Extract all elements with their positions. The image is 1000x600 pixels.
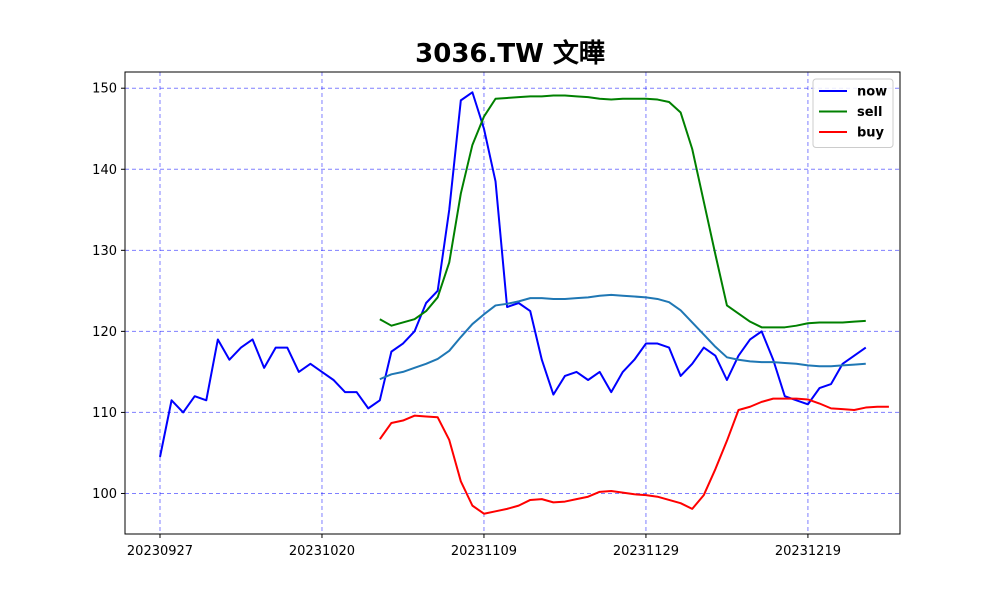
legend-label-sell: sell — [857, 105, 882, 120]
x-tick-label: 20230927 — [127, 544, 193, 559]
x-tick-label: 20231020 — [289, 544, 355, 559]
series-line-now — [159, 91, 867, 458]
legend-label-buy: buy — [857, 126, 885, 141]
y-tick-label: 140 — [92, 163, 117, 178]
x-tick-label: 20231109 — [451, 544, 517, 559]
x-tick-label: 20231219 — [775, 544, 841, 559]
legend: now sell buy — [812, 78, 894, 148]
series-line-unlabeled — [379, 293, 866, 381]
series-line-buy — [379, 397, 889, 515]
y-tick-label: 110 — [92, 406, 117, 421]
chart-title: 3036.TW 文曄 — [415, 38, 605, 69]
series-lines — [159, 91, 889, 515]
legend-box — [812, 78, 894, 148]
y-tick-label: 120 — [92, 325, 117, 340]
plot-area-frame — [124, 71, 901, 535]
axis-ticks: 100 110 120 130 140 150 20230927 20231020 202311… — [92, 82, 841, 559]
y-tick-label: 100 — [92, 487, 117, 502]
y-tick-label: 130 — [92, 244, 117, 259]
y-tick-label: 150 — [92, 82, 117, 97]
x-tick-label: 20231129 — [613, 544, 679, 559]
grid-lines — [125, 72, 900, 534]
legend-label-now: now — [857, 85, 887, 100]
series-line-sell — [379, 94, 866, 329]
